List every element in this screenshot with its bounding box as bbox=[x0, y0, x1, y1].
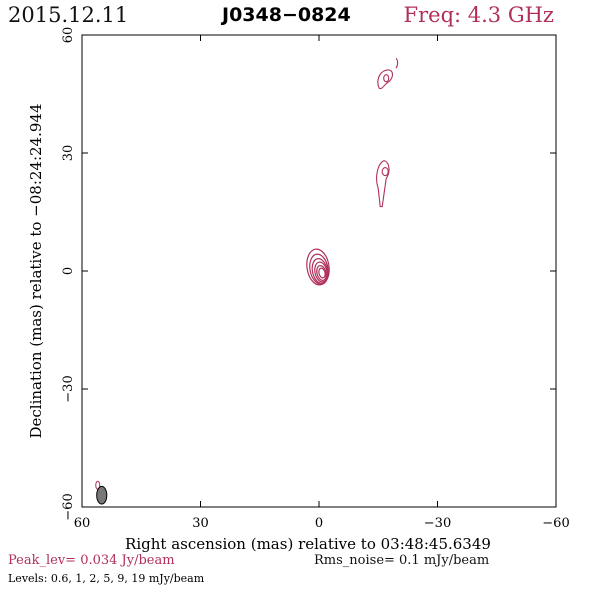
peak-level: Peak_lev= 0.034 Jy/beam bbox=[8, 553, 175, 568]
observation-date: 2015.12.11 bbox=[8, 3, 129, 27]
core-contour bbox=[311, 258, 329, 284]
y-tick-label: 60 bbox=[61, 27, 76, 44]
knot1-outer-contour bbox=[376, 160, 390, 208]
core-contour bbox=[316, 265, 327, 281]
knot2-outer-contour bbox=[377, 69, 393, 90]
knot2-arc-contour bbox=[395, 57, 399, 69]
contours bbox=[306, 57, 399, 286]
source-name: J0348−0824 bbox=[222, 4, 351, 26]
core-contour bbox=[314, 261, 328, 283]
axis-ticks bbox=[81, 34, 557, 508]
x-tick-label: −30 bbox=[424, 516, 451, 531]
x-axis-label: Right ascension (mas) relative to 03:48:… bbox=[125, 535, 491, 553]
beam-ellipse-group bbox=[95, 480, 108, 505]
y-tick-label: 30 bbox=[61, 145, 76, 162]
x-tick-labels: 60 30 0 −30 −60 bbox=[74, 516, 570, 531]
core-contour bbox=[318, 267, 326, 279]
frequency-label: Freq: 4.3 GHz bbox=[403, 3, 554, 27]
y-tick-label: 0 bbox=[61, 267, 76, 275]
contour-levels: Levels: 0.6, 1, 2, 5, 9, 19 mJy/beam bbox=[8, 572, 205, 585]
core-contour bbox=[306, 248, 330, 286]
y-axis-label: Declination (mas) relative to −08:24:24.… bbox=[27, 103, 45, 438]
y-tick-label: −30 bbox=[61, 375, 76, 402]
knot2-inner-contour bbox=[383, 74, 390, 83]
knot1-inner-contour bbox=[381, 167, 389, 177]
x-tick-label: −60 bbox=[542, 516, 569, 531]
y-tick-labels: −60 −30 0 30 60 bbox=[61, 27, 76, 521]
x-tick-label: 30 bbox=[192, 516, 209, 531]
beam-ellipse bbox=[96, 485, 108, 505]
y-tick-label: −60 bbox=[61, 493, 76, 520]
x-tick-label: 60 bbox=[74, 516, 91, 531]
x-tick-label: 0 bbox=[315, 516, 323, 531]
rms-noise: Rms_noise= 0.1 mJy/beam bbox=[314, 553, 490, 568]
